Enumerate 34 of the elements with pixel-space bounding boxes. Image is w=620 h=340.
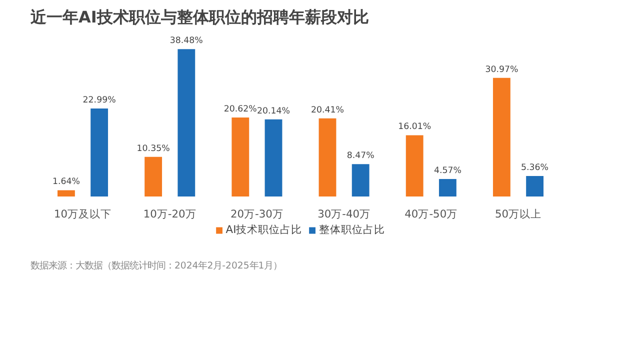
chart-title: 近一年AI技术职位与整体职位的招聘年薪段对比	[30, 8, 369, 26]
bar	[492, 78, 510, 196]
data-label: 20.14%	[256, 106, 290, 116]
bar	[90, 108, 108, 196]
bar	[264, 119, 282, 196]
bar	[318, 118, 336, 196]
x-tick-label: 20万-30万	[230, 208, 284, 220]
legend-label: AI技术职位占比	[226, 223, 302, 237]
bar	[352, 164, 370, 196]
data-label: 1.64%	[52, 177, 80, 188]
data-label: 10.35%	[136, 144, 170, 154]
x-tick-label: 50万以上	[494, 208, 542, 220]
data-label: 22.99%	[82, 95, 116, 106]
bar	[178, 49, 196, 196]
x-tick-label: 10万及以下	[54, 208, 112, 220]
bar	[526, 176, 544, 196]
data-label: 5.36%	[521, 162, 549, 173]
data-label: 16.01%	[398, 122, 432, 132]
bar	[58, 190, 75, 196]
bar	[406, 135, 424, 196]
bar	[438, 179, 456, 196]
bar	[232, 118, 250, 196]
data-label: 30.97%	[485, 64, 518, 75]
data-label: 20.62%	[224, 104, 257, 115]
data-label: 8.47%	[346, 151, 374, 162]
x-tick-label: 10万-20万	[143, 208, 196, 220]
x-tick-label: 30万-40万	[318, 208, 371, 220]
data-label: 38.48%	[170, 36, 203, 46]
data-label: 20.41%	[310, 105, 344, 116]
bar	[144, 156, 162, 196]
legend-label: 整体职位占比	[319, 223, 386, 237]
x-tick-label: 40万-50万	[404, 208, 458, 220]
source-note: 数据来源：大数据（数据统计时间：2024年2月-2025年1月）	[30, 260, 282, 272]
data-label: 4.57%	[434, 166, 462, 176]
